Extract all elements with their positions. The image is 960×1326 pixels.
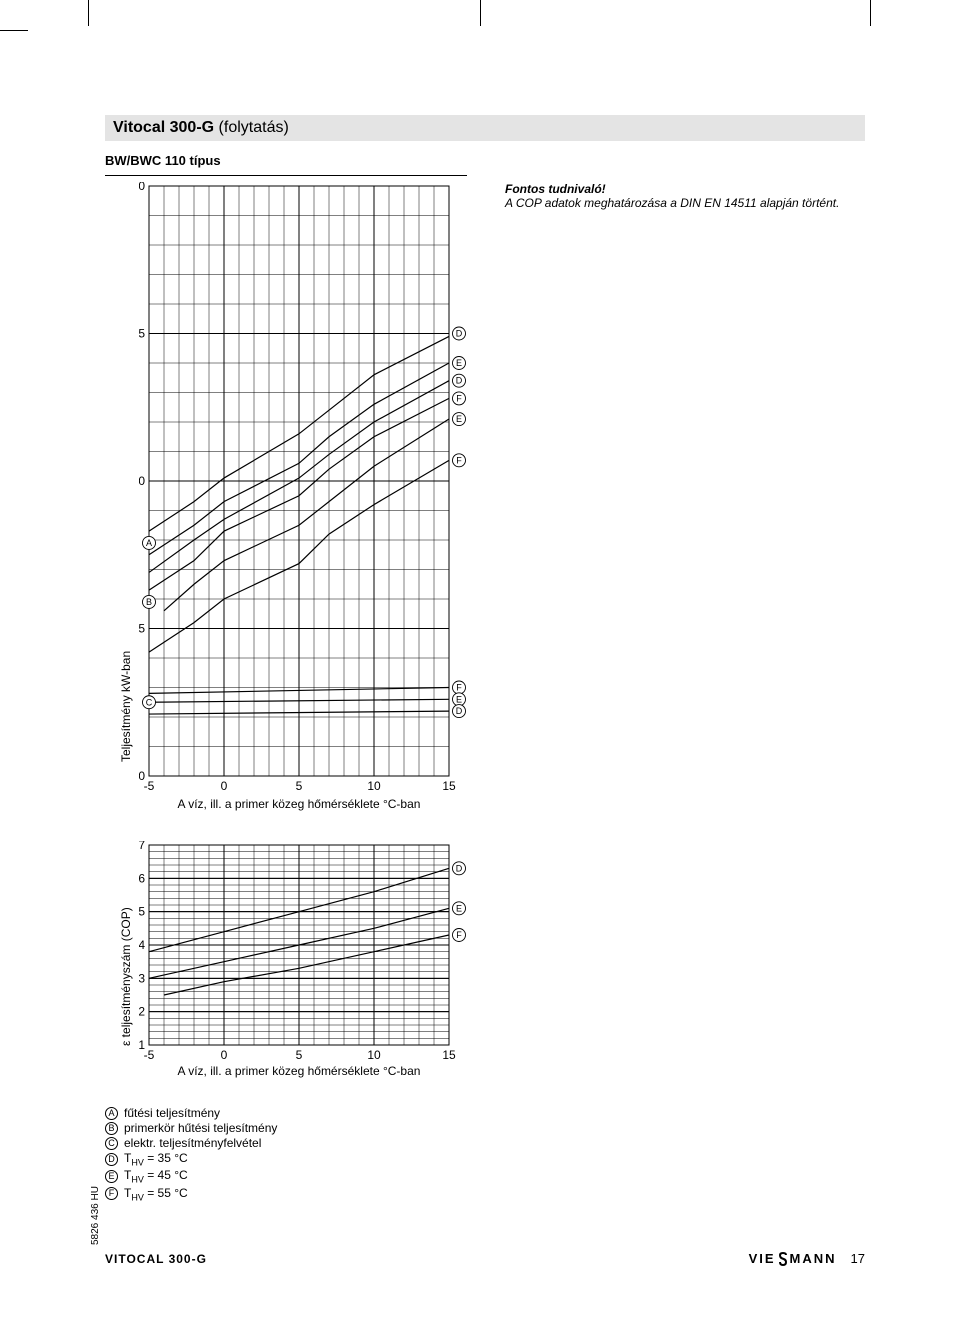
svg-text:E: E <box>456 414 462 424</box>
note-text: A COP adatok meghatározása a DIN EN 1451… <box>505 196 865 210</box>
legend-marker: B <box>105 1122 118 1135</box>
legend-text: THV = 35 °C <box>124 1151 188 1167</box>
charts-column: 05101520-5051015ABCDEDFEFFED Teljesítmén… <box>105 182 475 1203</box>
performance-chart: 05101520-5051015ABCDEDFEFFED Teljesítmén… <box>139 182 475 811</box>
crop-mark <box>88 0 89 26</box>
chart1-svg: 05101520-5051015ABCDEDFEFFED <box>139 182 479 792</box>
svg-text:E: E <box>456 694 462 704</box>
legend-item: F THV = 55 °C <box>105 1186 475 1202</box>
svg-text:5: 5 <box>139 622 145 636</box>
document-code: 5826 436 HU <box>90 1186 101 1245</box>
svg-text:F: F <box>456 683 462 693</box>
svg-text:0: 0 <box>221 1048 228 1059</box>
svg-text:10: 10 <box>367 779 381 792</box>
crop-mark <box>870 0 871 26</box>
svg-text:F: F <box>456 930 462 940</box>
chart2-y-label: ε teljesítményszám (COP) <box>119 907 133 1046</box>
svg-text:20: 20 <box>139 182 145 193</box>
legend-text: fűtési teljesítmény <box>124 1106 220 1120</box>
svg-text:D: D <box>456 376 463 386</box>
legend-text: elektr. teljesítményfelvétel <box>124 1136 261 1150</box>
svg-text:5: 5 <box>296 779 303 792</box>
crop-mark <box>480 0 481 26</box>
svg-text:15: 15 <box>442 779 456 792</box>
svg-text:5: 5 <box>139 905 145 919</box>
svg-text:10: 10 <box>367 1048 381 1059</box>
svg-text:15: 15 <box>442 1048 456 1059</box>
svg-text:0: 0 <box>221 779 228 792</box>
legend-item: Celektr. teljesítményfelvétel <box>105 1136 475 1150</box>
legend-marker: A <box>105 1107 118 1120</box>
svg-text:D: D <box>456 329 463 339</box>
svg-text:F: F <box>456 393 462 403</box>
svg-text:-5: -5 <box>144 779 155 792</box>
page-title-suffix: (folytatás) <box>219 119 289 136</box>
chart1-y-label: Teljesítmény kW-ban <box>119 651 133 762</box>
legend-marker: F <box>105 1187 118 1200</box>
page-number: 17 <box>851 1251 865 1266</box>
page-title: Vitocal 300-G <box>113 119 214 136</box>
svg-text:E: E <box>456 358 462 368</box>
svg-text:A: A <box>146 538 152 548</box>
svg-text:E: E <box>456 903 462 913</box>
rule <box>105 175 467 176</box>
svg-text:4: 4 <box>139 938 145 952</box>
brand-logo: VIE MANN <box>749 1251 837 1266</box>
legend-marker: D <box>105 1153 118 1166</box>
svg-text:15: 15 <box>139 327 145 341</box>
chart2-svg: 1234567-5051015DEF <box>139 841 479 1059</box>
svg-text:C: C <box>146 697 153 707</box>
svg-text:-5: -5 <box>144 1048 155 1059</box>
notes-column: Fontos tudnivaló! A COP adatok meghatáro… <box>505 182 865 1203</box>
footer-product: VITOCAL 300-G <box>105 1252 207 1266</box>
chart1-x-label: A víz, ill. a primer közeg hőmérséklete … <box>149 797 449 811</box>
svg-text:2: 2 <box>139 1005 145 1019</box>
page-title-bar: Vitocal 300-G (folytatás) <box>105 115 865 141</box>
svg-text:D: D <box>456 863 463 873</box>
svg-text:D: D <box>456 706 463 716</box>
legend-text: THV = 45 °C <box>124 1168 188 1184</box>
legend: Afűtési teljesítmény Bprimerkör hűtési t… <box>105 1106 475 1202</box>
legend-text: primerkör hűtési teljesítmény <box>124 1121 277 1135</box>
svg-text:B: B <box>146 597 152 607</box>
page-footer: VITOCAL 300-G VIE MANN 17 <box>105 1251 865 1266</box>
chart2-x-label: A víz, ill. a primer közeg hőmérséklete … <box>149 1064 449 1078</box>
cop-chart: 1234567-5051015DEF ε teljesítményszám (C… <box>139 841 475 1078</box>
svg-text:5: 5 <box>296 1048 303 1059</box>
svg-text:6: 6 <box>139 871 145 885</box>
brand-s-icon <box>777 1252 789 1266</box>
legend-marker: C <box>105 1137 118 1150</box>
legend-marker: E <box>105 1170 118 1183</box>
crop-mark <box>0 30 28 31</box>
legend-item: Afűtési teljesítmény <box>105 1106 475 1120</box>
legend-item: Bprimerkör hűtési teljesítmény <box>105 1121 475 1135</box>
sub-header: BW/BWC 110 típus <box>105 153 465 171</box>
legend-item: D THV = 35 °C <box>105 1151 475 1167</box>
legend-item: E THV = 45 °C <box>105 1168 475 1184</box>
svg-text:F: F <box>456 455 462 465</box>
svg-text:3: 3 <box>139 971 145 985</box>
svg-text:7: 7 <box>139 841 145 852</box>
note-title: Fontos tudnivaló! <box>505 182 865 196</box>
page-content: Vitocal 300-G (folytatás) BW/BWC 110 típ… <box>105 115 865 1203</box>
svg-text:10: 10 <box>139 474 145 488</box>
legend-text: THV = 55 °C <box>124 1186 188 1202</box>
